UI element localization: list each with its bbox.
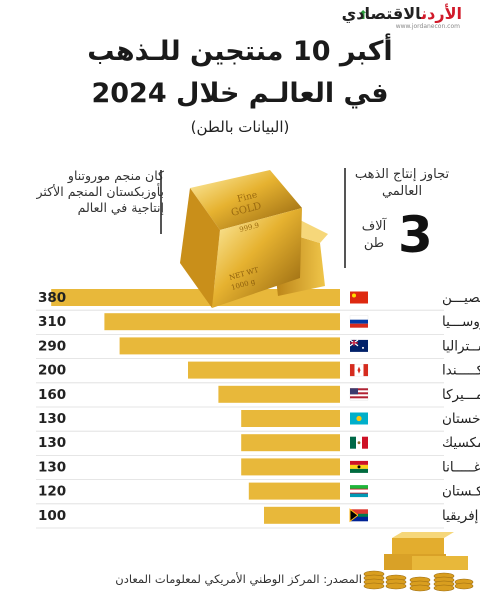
bar-row: 290 أســتراليا [36,336,480,360]
flag-star [352,293,356,298]
flag-band [350,364,355,377]
flag-band [362,436,368,449]
flag-cross [350,339,358,346]
flag-band [350,492,368,494]
source-note: المصدر: المركز الوطني الأمريكي لمعلومات … [115,572,362,586]
flag-canton [350,388,358,395]
china-flag [350,291,368,304]
flag-band [350,436,356,449]
callout-world-production-label: تجاوز إنتاج الذهب العالمي [354,167,450,199]
russia-flag [349,315,369,328]
bar-row: 310 روســـيا [36,313,480,335]
bar [104,313,341,331]
bar [241,434,340,452]
uzbekistan-flag [350,485,368,498]
logo-url: www.jordanecon.com [395,23,460,30]
chart-subtitle: (البيانات بالطن) [190,118,290,136]
value-label: 100 [38,508,66,524]
usa-flag [349,388,369,401]
chart-title-line1: أكبر 10 منتجين للـذهب [87,36,393,67]
canada-flag [349,363,369,377]
value-label: 380 [38,290,66,306]
value-label: 120 [38,484,66,500]
flag-band [350,493,368,498]
category-label: كازاخستان [442,411,480,427]
value-label: 130 [38,411,66,427]
value-label: 310 [38,314,66,330]
category-label: أمـــيركا [442,385,480,403]
bar-row: 130 كازاخستان [36,410,480,432]
flag-field [350,291,368,304]
flag-star [357,465,361,469]
callout-divider-right [344,168,346,268]
flag-band [350,515,368,522]
callout-divider-left [160,170,162,234]
flag-stripe [350,388,368,391]
gold-bars-illustration: Fine GOLD 999.9 NET WT 1000 g [180,170,328,308]
bar-row: 380 الصيـــن [36,289,480,311]
bar [119,337,340,355]
bar [248,482,340,500]
flag-band [350,460,368,465]
flag-band [350,489,368,494]
logo-name: الأردنالاقتصادي [341,4,462,23]
bar-row: 130 المكسيك [36,434,480,456]
bar-row: 130 غـــــانا [36,458,480,481]
callout-world-production-number: 3 [398,206,433,264]
flag-band [363,364,368,377]
value-label: 130 [38,435,66,451]
category-label: جنوب إفريقيا [442,508,480,524]
value-label: 130 [38,459,66,475]
bar [188,361,340,379]
category-label: غـــــانا [442,459,480,475]
flag-band [350,323,368,328]
bar-row: 100 جنوب إفريقيا [36,506,480,529]
category-label: كـــــندا [442,363,480,379]
value-label: 160 [38,387,66,403]
category-label: المكسيك [442,435,480,451]
flag-stripe [350,396,368,399]
category-label: أوزبكـستان [442,482,480,500]
flag-stripe [350,392,368,395]
gold-coins-illustration [363,532,474,592]
brand-logo: ⬆ الأردنالاقتصادي www.jordanecon.com [342,4,462,34]
flag-triangle [349,508,359,523]
category-label: الصيـــن [442,290,480,306]
flag-band [350,485,368,490]
svg-text:Fine: Fine [236,190,258,205]
callout-top-mine: كان منجم موروتناو بأوزبكستان المنجم الأك… [36,168,165,215]
bar-row: 120 أوزبكـستان [36,482,480,505]
mexico-flag [350,436,368,449]
kazakhstan-flag [350,412,368,425]
bar [241,410,340,427]
value-label: 200 [38,363,66,379]
flag-sun [356,415,362,422]
category-label: روســـيا [442,314,480,330]
australia-flag [349,339,368,352]
callout-world-production-unit: آلاف طن [361,219,387,251]
category-label: أســتراليا [442,336,480,354]
flag-band [349,315,369,320]
flag-emblem [357,441,361,445]
ghana-flag [350,460,368,473]
chart-title-line2: في العالـم خلال 2024 [91,78,389,109]
bar [51,289,340,306]
flag-band [350,468,368,473]
flag-band [350,319,368,324]
up-arrow-icon: ⬆ [358,8,369,22]
bar-row: 160 أمـــيركا [36,385,480,408]
bar [264,506,340,524]
flag-band [350,509,368,516]
flag-band [350,488,368,490]
south-africa-flag [349,508,368,523]
flag-star [362,346,364,349]
bar-row: 200 كـــــندا [36,361,480,384]
flag-leaf [357,366,361,374]
bar [241,458,340,476]
bar [218,385,340,403]
value-label: 290 [38,338,66,354]
